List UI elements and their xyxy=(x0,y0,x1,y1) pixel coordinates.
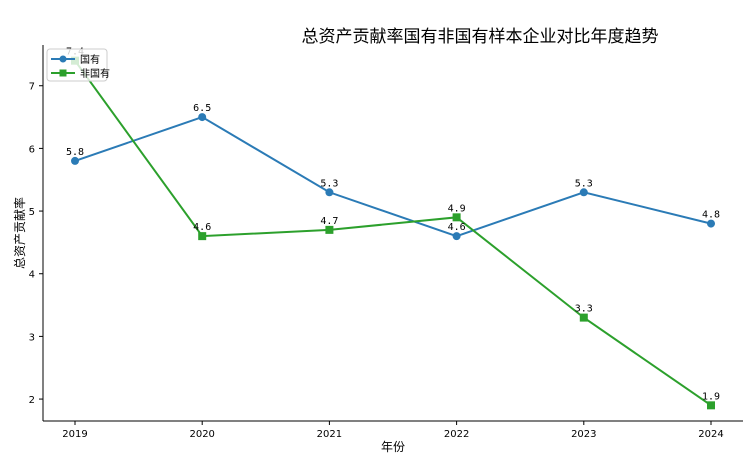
y-tick-label: 4 xyxy=(29,270,35,281)
data-point xyxy=(707,219,715,228)
x-tick-label: 2020 xyxy=(189,429,214,440)
data-label: 1.9 xyxy=(702,391,720,402)
y-axis-label: 总资产贡献率 xyxy=(12,197,27,269)
data-point xyxy=(452,213,461,222)
x-axis-label: 年份 xyxy=(381,440,405,454)
data-point xyxy=(452,232,461,241)
data-label: 6.5 xyxy=(193,103,211,114)
axis-ticks: 2019 2020 2021 2022 2023 2024 2 3 4 5 6 7 xyxy=(29,82,724,440)
data-point xyxy=(707,401,715,410)
data-point xyxy=(325,188,334,197)
series-line-2 xyxy=(74,60,712,407)
y-tick-label: 7 xyxy=(29,82,35,93)
legend-label: 非国有 xyxy=(80,67,110,80)
data-label: 4.7 xyxy=(320,216,338,227)
series-layer xyxy=(71,56,715,410)
y-tick-label: 6 xyxy=(29,144,35,155)
data-label: 5.8 xyxy=(66,147,84,158)
plot-area: 2019 2020 2021 2022 2023 2024 2 3 4 5 6 7 5.8 6.5 5.3… xyxy=(29,45,743,440)
data-point xyxy=(198,232,207,241)
x-tick-label: 2023 xyxy=(571,429,596,440)
x-tick-label: 2021 xyxy=(317,429,342,440)
x-tick-label: 2022 xyxy=(444,429,469,440)
legend-label: 国有 xyxy=(80,53,100,66)
chart-title: 总资产贡献率国有非国有样本企业对比年度趋势 xyxy=(302,27,659,47)
series-line-1 xyxy=(74,115,712,238)
data-point xyxy=(579,188,588,197)
data-point xyxy=(325,225,334,234)
data-point xyxy=(71,156,79,165)
data-label: 5.3 xyxy=(320,178,338,189)
x-tick-label: 2019 xyxy=(62,429,87,440)
data-point xyxy=(198,113,207,122)
legend-marker xyxy=(59,55,67,63)
data-label: 4.6 xyxy=(448,222,466,233)
data-label: 4.8 xyxy=(702,210,720,221)
data-point xyxy=(579,313,588,322)
x-tick-label: 2024 xyxy=(698,429,723,440)
data-label: 4.6 xyxy=(193,222,211,233)
legend-marker xyxy=(59,69,67,77)
y-tick-label: 3 xyxy=(29,332,35,343)
y-tick-label: 5 xyxy=(29,207,35,218)
y-tick-label: 2 xyxy=(29,395,35,406)
legend: 国有非国有 xyxy=(46,48,110,82)
data-label: 3.3 xyxy=(575,304,593,315)
data-label: 5.3 xyxy=(575,178,593,189)
data-label: 4.9 xyxy=(448,203,466,214)
